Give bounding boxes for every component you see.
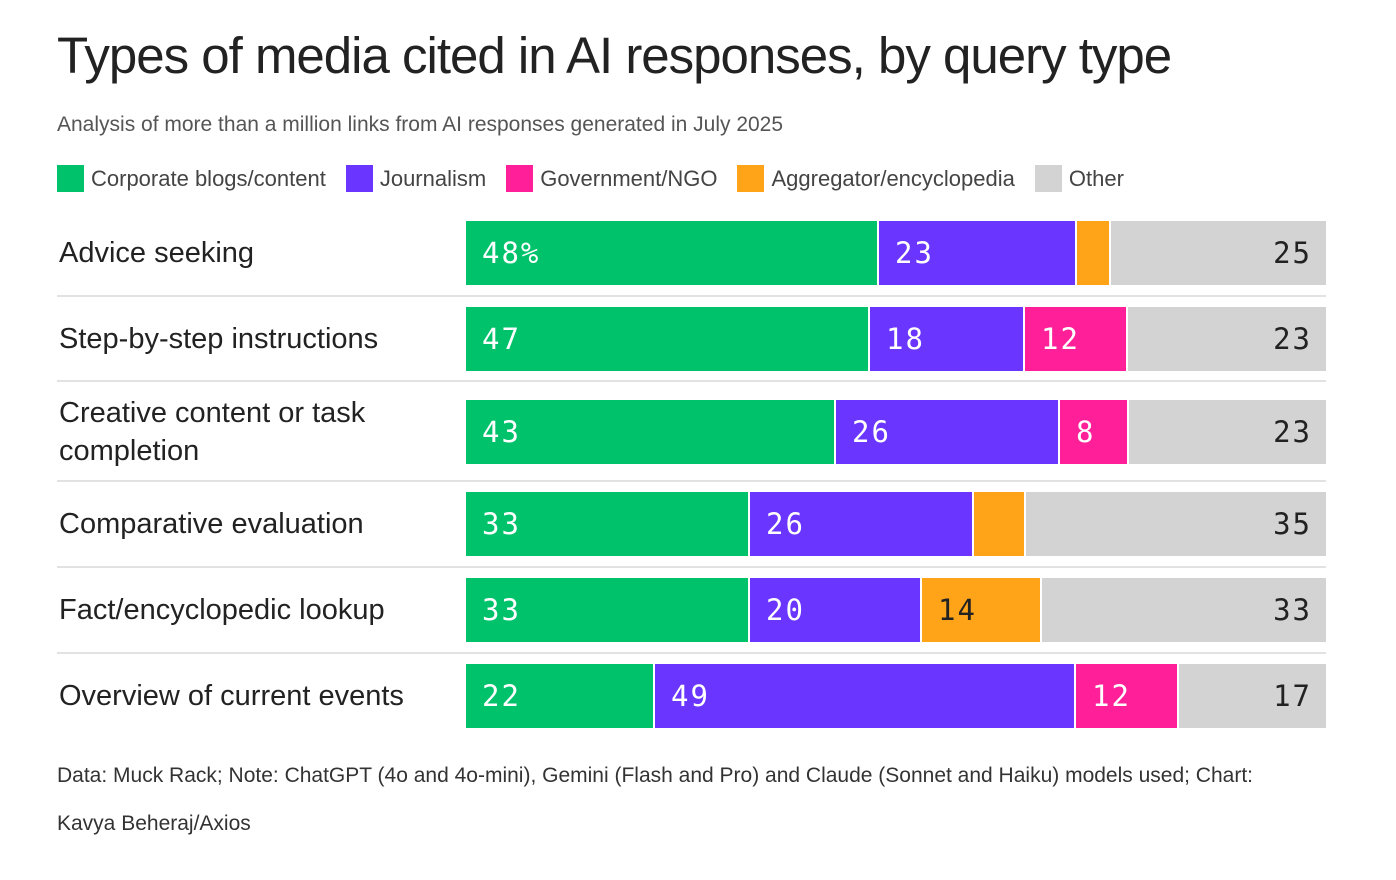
bar-value-label: 47	[482, 322, 521, 356]
row-divider	[57, 380, 1326, 382]
bar-segment-journalism: 18	[870, 307, 1025, 371]
row-divider	[57, 295, 1326, 297]
bar-value-label: 49	[671, 679, 710, 713]
bar-segment-corporate: 47	[466, 307, 870, 371]
legend-label: Government/NGO	[540, 165, 718, 191]
bar-segment-other: 25	[1111, 221, 1326, 285]
bar-value-label: 43	[482, 415, 521, 449]
row-divider	[57, 566, 1326, 568]
legend-swatch	[1034, 165, 1062, 192]
category-label: Creative content or task completion	[59, 397, 366, 467]
category-label: Advice seeking	[59, 237, 255, 269]
bar-segment-other: 35	[1026, 492, 1326, 556]
bar-value-label: 22	[482, 679, 521, 713]
bar-value-label: 26	[852, 415, 891, 449]
chart-subtitle: Analysis of more than a million links fr…	[57, 113, 784, 136]
legend-item: Aggregator/encyclopedia	[737, 165, 1015, 192]
row-divider	[57, 652, 1326, 654]
bar-segment-journalism: 20	[750, 578, 922, 642]
bar-value-label: 20	[766, 593, 805, 627]
stacked-bar: 43 26 8 23	[466, 400, 1326, 464]
bar-value-label: 12	[1041, 322, 1080, 356]
legend-label: Corporate blogs/content	[91, 165, 326, 191]
legend-swatch	[737, 165, 765, 192]
stacked-bar: 33 26 35	[466, 492, 1326, 556]
bar-value-label: 14	[938, 593, 977, 627]
bar-value-label: 23	[895, 236, 934, 270]
legend-label: Other	[1068, 165, 1124, 191]
legend-item: Government/NGO	[506, 165, 717, 192]
bar-value-label: 18	[886, 322, 925, 356]
bar-segment-aggregator	[1077, 221, 1111, 285]
bar-segment-government: 12	[1076, 664, 1179, 728]
bar-segment-corporate: 43	[466, 400, 836, 464]
bar-segment-corporate: 33	[466, 578, 750, 642]
legend: Corporate blogs/content Journalism Governm…	[57, 165, 1144, 192]
legend-swatch	[506, 165, 534, 192]
bar-value-label: 17	[1273, 679, 1312, 713]
bar-segment-journalism: 23	[879, 221, 1077, 285]
bar-segment-journalism: 49	[655, 664, 1076, 728]
legend-item: Corporate blogs/content	[57, 165, 326, 192]
bar-segment-aggregator: 14	[922, 578, 1042, 642]
category-label: Step-by-step instructions	[59, 323, 379, 355]
chart-footer: Data: Muck Rack; Note: ChatGPT (4o and 4…	[57, 764, 1253, 835]
bar-segment-other: 23	[1128, 307, 1326, 371]
bar-value-label: 33	[482, 507, 521, 541]
bar-segment-government: 12	[1025, 307, 1128, 371]
stacked-bar: 48% 23 25	[466, 221, 1326, 285]
stacked-bar: 33 20 14 33	[466, 578, 1326, 642]
bar-value-label: 23	[1273, 322, 1312, 356]
category-label: Fact/encyclopedic lookup	[59, 594, 385, 626]
bar-segment-corporate: 22	[466, 664, 655, 728]
legend-label: Journalism	[379, 165, 487, 191]
bar-value-label: 26	[766, 507, 805, 541]
bar-segment-other: 33	[1042, 578, 1326, 642]
legend-item: Other	[1034, 165, 1124, 192]
legend-label: Aggregator/encyclopedia	[771, 165, 1015, 191]
chart-title: Types of media cited in AI responses, by…	[57, 27, 1172, 84]
bar-value-label: 33	[482, 593, 521, 627]
bar-value-label: 48%	[482, 236, 541, 270]
bar-segment-corporate: 33	[466, 492, 750, 556]
legend-swatch	[57, 165, 84, 192]
bar-segment-government: 8	[1060, 400, 1129, 464]
bar-segment-other: 23	[1129, 400, 1326, 464]
stacked-bar: 22 49 12 17	[466, 664, 1326, 728]
bar-value-label: 35	[1273, 507, 1312, 541]
bar-segment-journalism: 26	[836, 400, 1060, 464]
bar-segment-other: 17	[1179, 664, 1326, 728]
category-label: Overview of current events	[59, 680, 404, 712]
bar-segment-journalism: 26	[750, 492, 974, 556]
bar-value-label: 8	[1076, 415, 1096, 449]
legend-swatch	[345, 165, 373, 192]
bar-segment-aggregator	[974, 492, 1026, 556]
bar-value-label: 33	[1273, 593, 1312, 627]
bar-value-label: 23	[1273, 415, 1312, 449]
bar-value-label: 25	[1273, 236, 1312, 270]
bar-segment-corporate: 48%	[466, 221, 879, 285]
stacked-bar: 47 18 12 23	[466, 307, 1326, 371]
category-label: Comparative evaluation	[59, 508, 364, 540]
row-divider	[57, 480, 1326, 482]
legend-item: Journalism	[345, 165, 487, 192]
bar-value-label: 12	[1092, 679, 1131, 713]
